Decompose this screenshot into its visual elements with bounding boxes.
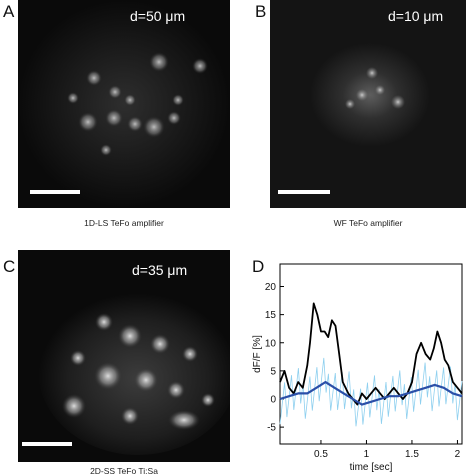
panel-b-letter: B — [255, 2, 267, 21]
series-line-2 — [279, 380, 463, 406]
panel-c-neurons — [18, 250, 230, 462]
x-tick-label: 2 — [455, 449, 461, 460]
y-tick-label: 15 — [265, 310, 277, 321]
panel-b-caption: WF TeFo amplifier — [333, 218, 403, 228]
panel-b-depth-label: d=10 μm — [388, 8, 444, 24]
y-tick-label: 0 — [270, 395, 276, 406]
x-tick-label: 1 — [364, 449, 370, 460]
series-line-1 — [279, 302, 463, 406]
panel-a-neurons — [18, 0, 230, 208]
x-tick-label: 0.5 — [314, 449, 328, 460]
x-tick-label: 1.5 — [405, 449, 419, 460]
y-axis-label: dF/F [%] — [252, 335, 263, 373]
panel-a-letter: A — [3, 2, 15, 21]
y-tick-label: 20 — [265, 282, 277, 293]
panel-a-depth-label: d=50 μm — [130, 8, 186, 24]
plot-area — [279, 263, 463, 445]
y-tick-label: 5 — [270, 366, 276, 377]
panel-d-letter: D — [252, 257, 265, 276]
panel-c-scale-bar — [22, 442, 72, 446]
panel-a-scale-bar — [30, 190, 80, 194]
panel-c-depth-label: d=35 μm — [132, 262, 188, 278]
panel-b-neurons — [270, 0, 466, 208]
noise-trace — [279, 357, 463, 427]
dff-trace-chart: -5 0 5 10 15 20 0.5 1 1.5 2 dF/F [%] time [sec] — [252, 263, 463, 473]
y-tick-label: -5 — [267, 423, 276, 434]
panel-a-image: d=50 μm — [18, 0, 230, 208]
panel-b-scale-bar — [278, 190, 330, 194]
panel-c-image: d=35 μm — [18, 250, 230, 462]
panel-a-caption: 1D-LS TeFo amplifier — [84, 218, 164, 228]
panel-b-image: d=10 μm — [270, 0, 466, 208]
y-tick-label: 10 — [265, 338, 277, 349]
x-axis-label: time [sec] — [350, 462, 393, 473]
panel-c-caption: 2D-SS TeFo Ti:Sa — [90, 466, 158, 476]
panel-c-letter: C — [3, 257, 16, 276]
